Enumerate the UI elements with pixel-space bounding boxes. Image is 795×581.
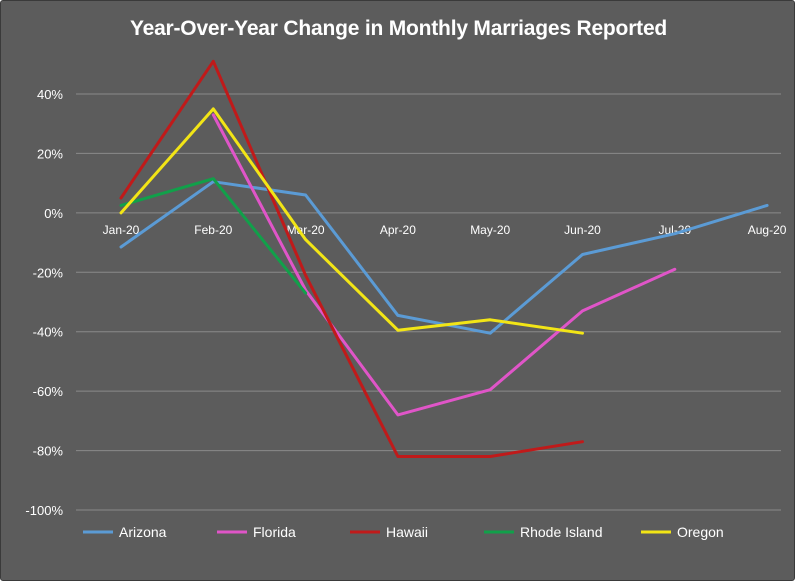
x-tick-label: May-20	[470, 223, 510, 237]
x-tick-label: Jun-20	[564, 223, 601, 237]
y-tick-label: -40%	[33, 325, 64, 340]
legend-label: Florida	[253, 524, 296, 540]
series-line-oregon	[119, 107, 584, 335]
series-line-florida	[211, 113, 677, 417]
x-tick-label: Apr-20	[380, 223, 416, 237]
x-tick-label: Jan-20	[103, 223, 140, 237]
x-tick-label: Mar-20	[287, 223, 325, 237]
x-tick-label: Jul-20	[658, 223, 691, 237]
y-tick-label: -60%	[33, 384, 64, 399]
series-line-hawaii	[119, 59, 584, 458]
series-line-rhode-island	[119, 177, 308, 295]
x-tick-label: Feb-20	[194, 223, 232, 237]
y-tick-label: 40%	[37, 87, 63, 102]
series-line-arizona	[119, 180, 769, 335]
x-tick-label: Aug-20	[748, 223, 787, 237]
y-tick-label: -80%	[33, 444, 64, 459]
legend-label: Rhode Island	[520, 524, 603, 540]
chart-title: Year-Over-Year Change in Monthly Marriag…	[129, 17, 668, 40]
y-tick-label: -100%	[25, 503, 63, 518]
y-tick-label: 0%	[44, 206, 63, 221]
legend-label: Oregon	[677, 524, 724, 540]
y-tick-label: 20%	[37, 146, 63, 161]
legend-label: Arizona	[119, 524, 167, 540]
y-tick-label: -20%	[33, 265, 64, 280]
legend-label: Hawaii	[386, 524, 428, 540]
